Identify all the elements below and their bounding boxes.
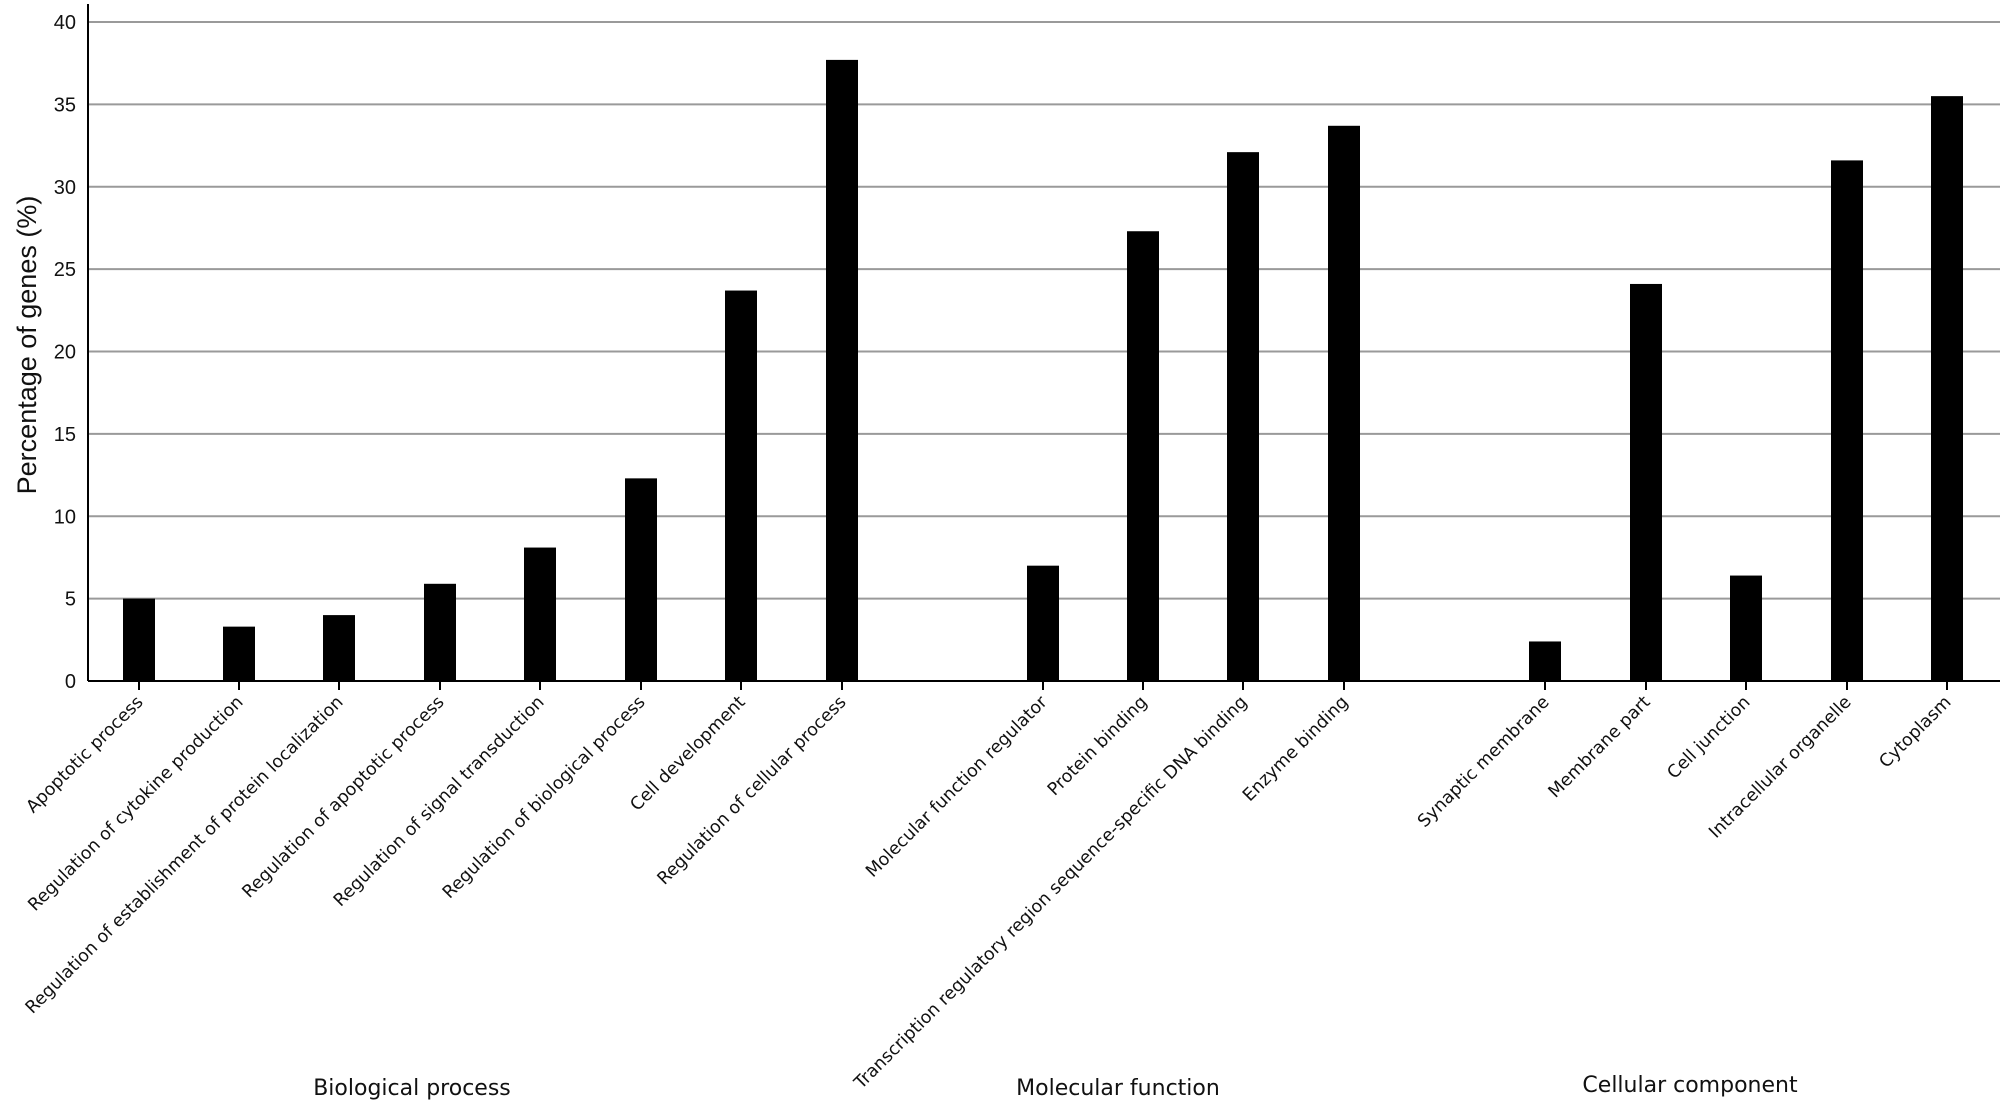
y-axis-title: Percentage of genes (%) [12, 196, 42, 495]
bar [1529, 641, 1561, 681]
x-category-label: Enzyme binding [1239, 692, 1352, 805]
bar [625, 478, 657, 681]
bar [1127, 231, 1159, 682]
y-tick-label: 30 [54, 177, 76, 199]
y-tick-label: 35 [54, 94, 76, 116]
grid-lines [88, 21, 2000, 600]
x-category-label: Molecular function regulator [862, 692, 1052, 882]
x-category-label: Regulation of apoptotic process [239, 692, 449, 902]
x-category-label: Transcription regulatory region sequence… [850, 692, 1251, 1093]
bar [323, 615, 355, 681]
bar [826, 59, 858, 681]
axes [87, 4, 2000, 690]
bar [123, 598, 155, 681]
group-label: Molecular function [1016, 1076, 1220, 1101]
bar [223, 626, 255, 681]
x-category-label: Synaptic membrane [1414, 692, 1553, 831]
bar [1730, 575, 1762, 681]
bar [725, 290, 757, 681]
y-tick-label: 40 [54, 12, 76, 34]
bar [1027, 565, 1059, 681]
bar [1931, 96, 1963, 681]
x-category-label: Regulation of cellular process [654, 692, 851, 889]
y-tick-labels: 0 5 10 15 20 25 30 35 40 [54, 12, 76, 693]
x-category-label: Membrane part [1545, 692, 1655, 802]
x-category-label: Regulation of signal transduction [330, 692, 549, 911]
group-label: Biological process [313, 1076, 511, 1101]
y-tick-label: 15 [54, 424, 76, 446]
bar [1328, 125, 1360, 682]
group-label: Cellular component [1582, 1073, 1798, 1098]
bar [524, 547, 556, 681]
y-tick-label: 5 [65, 589, 76, 611]
y-tick-label: 10 [54, 506, 76, 528]
x-category-label: Regulation of biological process [439, 692, 649, 902]
bar [1831, 160, 1863, 681]
x-category-label: Cytoplasm [1876, 692, 1956, 772]
bars [123, 59, 1963, 682]
y-tick-label: 0 [65, 671, 76, 693]
x-category-label: Protein binding [1044, 692, 1152, 800]
bar [1630, 283, 1662, 681]
x-category-label: Regulation of cytokine production [25, 692, 248, 915]
bar [424, 583, 456, 681]
y-tick-label: 20 [54, 342, 76, 364]
group-labels: Biological process Molecular function Cell… [313, 1073, 1798, 1101]
y-tick-label: 25 [54, 259, 76, 281]
x-category-label: Cell junction [1664, 692, 1755, 783]
bar [1227, 152, 1259, 682]
